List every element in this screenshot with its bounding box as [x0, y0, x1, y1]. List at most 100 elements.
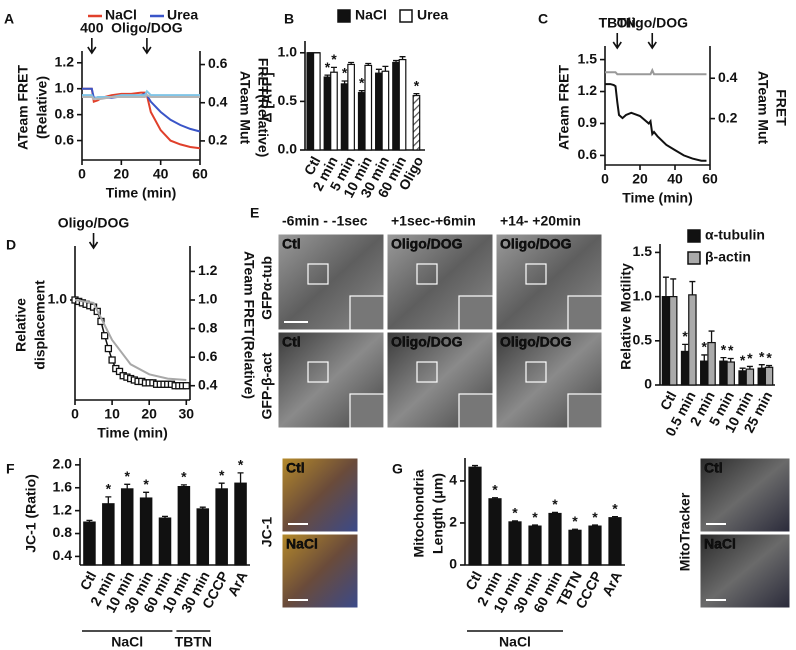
- error-bar: [739, 367, 746, 371]
- bar: [330, 71, 338, 151]
- error-bar: [393, 59, 400, 63]
- panel-label: E: [250, 205, 259, 221]
- y-tick-label: 1.2: [55, 53, 75, 69]
- x-axis-label: Time (min): [622, 190, 693, 206]
- bar: [347, 63, 355, 151]
- y-tick-label: 1.6: [53, 478, 73, 494]
- panel-label: G: [392, 461, 403, 477]
- significance: *: [740, 352, 746, 368]
- bar: [764, 366, 774, 386]
- error-bar: [727, 357, 734, 363]
- bar: [234, 482, 247, 566]
- significance: *: [143, 476, 149, 492]
- bar: [412, 94, 421, 151]
- error-bar: [86, 519, 93, 523]
- line: [74, 299, 187, 381]
- y2-tick-label: 1.2: [198, 262, 218, 278]
- bar: [568, 529, 582, 566]
- annotation: 400: [80, 20, 104, 36]
- significance: *: [342, 65, 348, 81]
- legend-swatch: [687, 229, 701, 243]
- y-tick-label: 0.6: [578, 146, 598, 162]
- legend-label: NaCl: [105, 7, 137, 23]
- error-bar: [199, 506, 206, 509]
- roi-box: [416, 263, 438, 285]
- error-bar: [701, 354, 708, 362]
- roi-box: [307, 263, 329, 285]
- significance: *: [359, 74, 365, 90]
- error-bar: [720, 356, 727, 362]
- error-bar: [237, 472, 244, 484]
- bar: [196, 508, 210, 566]
- error-bar: [143, 491, 150, 499]
- legend-swatch: [337, 9, 351, 23]
- y2-axis-label: ATeam FRET(Relative): [241, 251, 257, 399]
- y2-tick-label: 0.4: [208, 93, 228, 109]
- error-bar: [746, 365, 753, 370]
- micrograph: [699, 533, 791, 609]
- y-tick-label: 1.0: [55, 79, 75, 95]
- group-label: NaCl: [499, 634, 531, 650]
- error-bar: [612, 516, 618, 518]
- micrograph: [281, 457, 359, 533]
- image-label: Oligo/DOG: [500, 236, 572, 252]
- significance: *: [219, 467, 225, 483]
- y-axis-label: ATeam FRET: [15, 65, 31, 150]
- y2-tick-label: 0.6: [198, 348, 218, 364]
- image-label: Oligo/DOG: [391, 236, 463, 252]
- x-tick-label: Ctl: [76, 569, 99, 593]
- significance: *: [759, 348, 765, 364]
- group-label: TBTN: [175, 634, 212, 650]
- side-label: JC-1: [259, 517, 275, 548]
- bar: [375, 72, 383, 151]
- x-tick-label: 40: [667, 171, 683, 187]
- bar: [139, 497, 153, 566]
- annotation: Oligo/DOG: [111, 20, 183, 36]
- error-bar: [218, 482, 225, 489]
- error-bar: [512, 520, 518, 522]
- group-label: NaCl: [111, 634, 143, 650]
- roi-box: [525, 263, 547, 285]
- inset: [349, 393, 385, 429]
- x-tick-label: ArA: [599, 569, 625, 599]
- x-tick-label: 20: [141, 406, 157, 422]
- legend-label: Urea: [417, 7, 448, 23]
- legend-label: β-actin: [705, 249, 751, 265]
- bar: [306, 52, 315, 151]
- legend-label: NaCl: [355, 7, 387, 23]
- error-bar: [180, 484, 187, 487]
- bar: [688, 294, 697, 386]
- significance: *: [747, 350, 753, 366]
- bar: [707, 341, 716, 386]
- annotation-arrow: [88, 233, 99, 250]
- annotation-arrow: [612, 33, 622, 50]
- x-tick-label: 0: [601, 171, 609, 187]
- significance: *: [552, 496, 558, 512]
- error-bar: [375, 68, 382, 74]
- panel-label: F: [6, 461, 15, 477]
- annotation: Oligo/DOG: [616, 15, 688, 31]
- bar: [528, 525, 542, 566]
- y2-tick-label: 0.6: [208, 55, 228, 71]
- column-title: +1sec-+6min: [391, 213, 476, 229]
- y-tick-label: 0.5: [633, 332, 653, 348]
- y2-axis-label: FRET: [773, 89, 789, 126]
- bar: [177, 486, 191, 566]
- panel-label: A: [4, 11, 14, 27]
- error-bar: [382, 65, 389, 72]
- bar: [588, 525, 602, 566]
- bar: [508, 521, 522, 566]
- column-title: -6min - -1sec: [282, 213, 368, 229]
- inset: [567, 295, 603, 331]
- x-tick-label: 10: [104, 406, 120, 422]
- y-axis-label: displacement: [32, 280, 48, 370]
- x-tick-label: 40: [153, 166, 169, 182]
- marker: [104, 344, 113, 353]
- significance: *: [492, 481, 498, 497]
- y2-axis-label: ATeam Mut: [237, 71, 253, 145]
- x-tick-label: 30: [179, 406, 195, 422]
- error-bar: [532, 524, 538, 527]
- y-tick-label: 4: [449, 472, 457, 488]
- y-tick-label: 0.8: [53, 524, 73, 540]
- y-tick-label: 1.0: [48, 291, 68, 307]
